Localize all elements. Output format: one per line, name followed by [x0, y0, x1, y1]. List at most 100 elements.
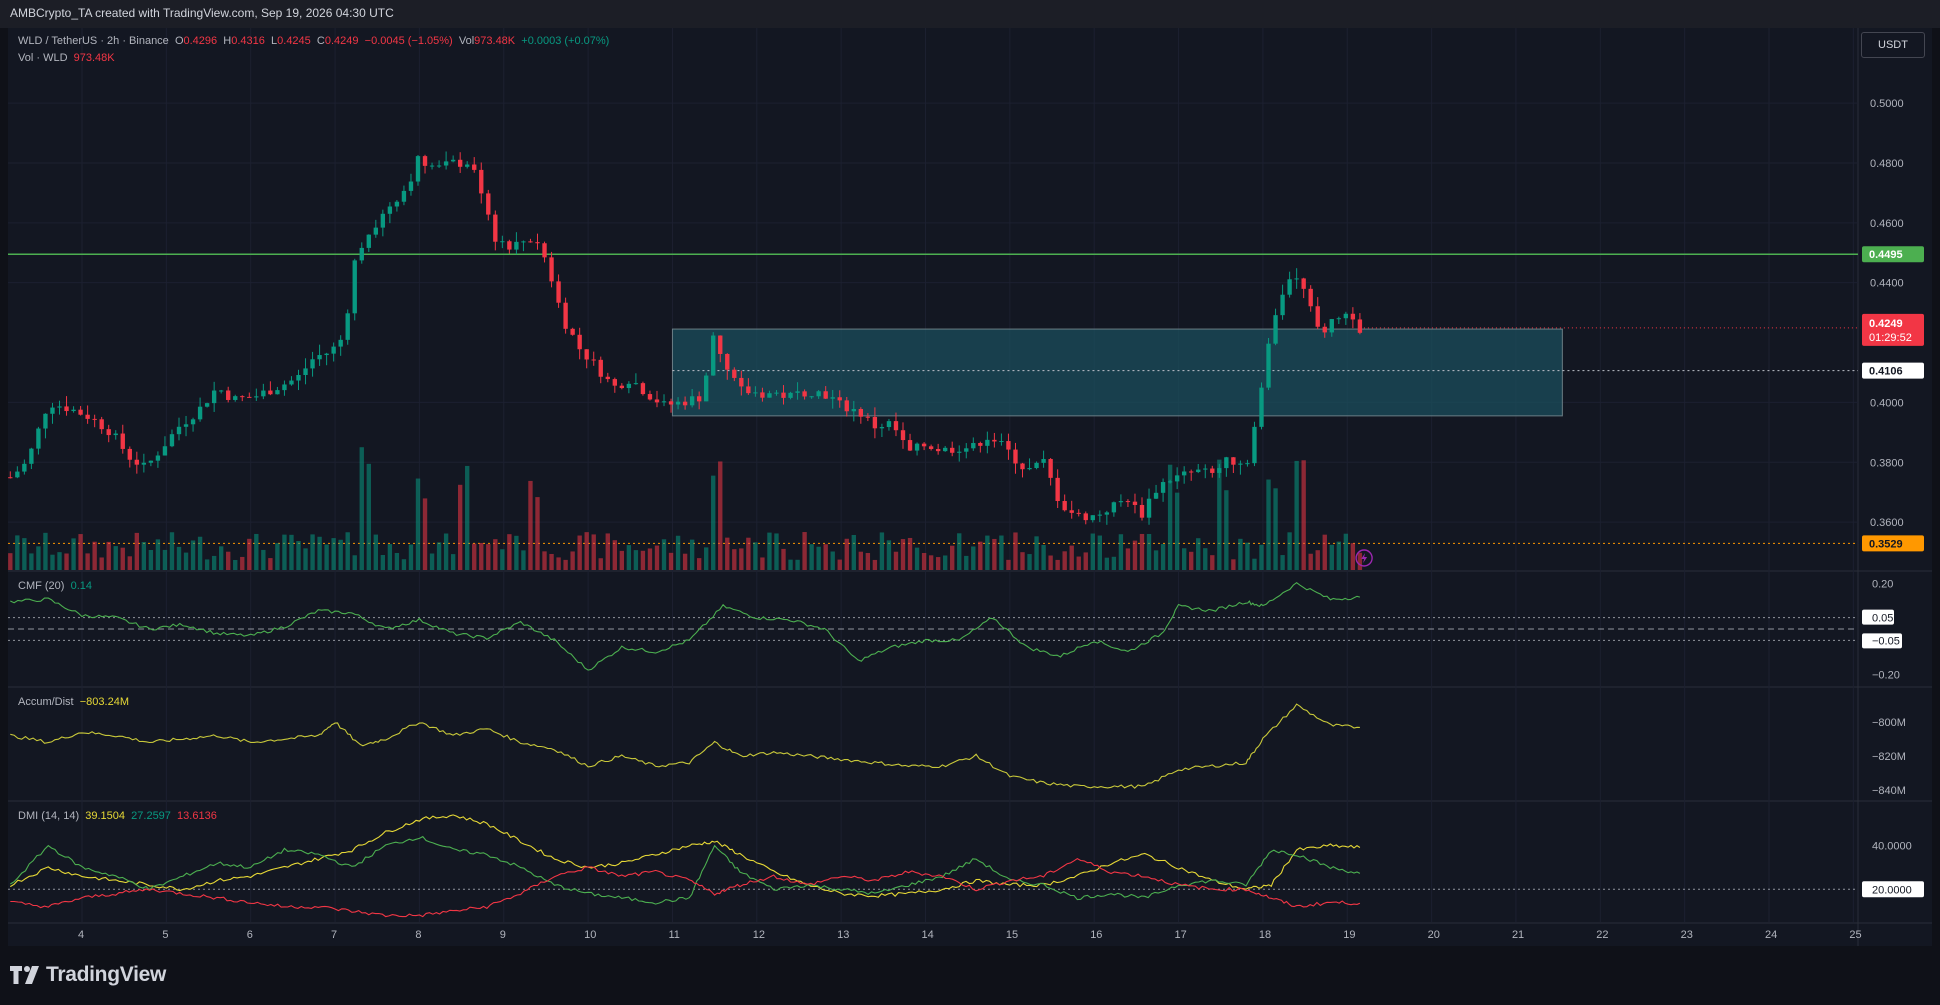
volume-bar	[1329, 544, 1334, 570]
volume-bar	[29, 553, 34, 570]
candle-body	[900, 430, 906, 441]
x-axis-tick-label: 13	[837, 929, 849, 941]
volume-bar	[394, 552, 400, 570]
candle-body	[247, 396, 252, 398]
price-tick-label: 0.3800	[1870, 457, 1904, 469]
volume-bar	[1287, 532, 1292, 570]
candle-body	[373, 227, 378, 235]
resistance-price-label: 0.4495	[1869, 249, 1903, 261]
volume-bar	[317, 536, 322, 570]
candle-body	[696, 396, 702, 402]
volume-bar	[183, 552, 189, 570]
candle-body	[50, 407, 55, 414]
x-axis-tick-label: 25	[1849, 929, 1861, 941]
candle-body	[331, 346, 336, 354]
volume-bar	[1083, 552, 1088, 570]
volume-bar	[809, 544, 814, 570]
volume-bar	[64, 553, 69, 570]
volume-bar	[127, 556, 132, 570]
candle-body	[893, 421, 899, 431]
volume-bar	[380, 555, 386, 570]
candle-body	[43, 413, 48, 429]
volume-bar	[1062, 551, 1067, 570]
volume-bar	[935, 557, 941, 570]
volume-bar	[275, 543, 280, 570]
candle-body	[303, 368, 308, 376]
volume-bar	[57, 552, 62, 570]
volume-bar	[549, 553, 554, 570]
candle-body	[64, 406, 69, 412]
volume-bar	[240, 556, 245, 570]
candle-body	[71, 409, 76, 412]
volume-bar	[268, 558, 273, 570]
candle-body	[1006, 441, 1011, 450]
volume-bar	[169, 532, 175, 570]
vol-series-label: Vol · WLD	[18, 52, 68, 64]
candle-body	[1308, 288, 1313, 307]
volume-bar	[1266, 479, 1271, 570]
cmf-value: 0.14	[70, 580, 92, 592]
volume-bar	[591, 534, 596, 570]
candle-body	[570, 328, 575, 335]
candle-body	[465, 164, 470, 167]
candle-body	[1252, 426, 1257, 464]
candle-body	[844, 400, 849, 412]
volume-bar	[500, 549, 505, 570]
candle-body	[197, 406, 203, 420]
volume-bar	[331, 538, 336, 570]
candle-body	[36, 428, 41, 449]
-di-series-line	[10, 835, 1361, 905]
volume-bar	[507, 534, 512, 570]
price-tick-label: 0.4800	[1870, 158, 1904, 170]
volume-bar	[696, 558, 702, 570]
candle-body	[268, 390, 273, 395]
candle-body	[1259, 387, 1264, 427]
candle-body	[324, 353, 329, 356]
chart-canvas[interactable]: 0.5000 0.4800 0.4600 0.4400 0.4000 0.3800 0.36…	[8, 28, 1932, 946]
volume-bar	[373, 534, 378, 570]
bar-countdown-label: 01:29:52	[1869, 332, 1912, 344]
candle-body	[310, 359, 315, 369]
dotted-level-price-label: 0.4106	[1869, 366, 1903, 378]
volume-bar	[893, 551, 899, 570]
volume-bar	[120, 547, 125, 570]
candle-body	[1357, 319, 1363, 333]
candle-body	[1231, 457, 1236, 465]
high-value: 0.4316	[231, 35, 265, 47]
candle-body	[992, 439, 997, 442]
candle-body	[858, 409, 864, 417]
cmf-tick-label: 0.20	[1872, 578, 1893, 590]
current-price-label: 0.4249	[1869, 318, 1903, 330]
candle-body	[1301, 278, 1306, 289]
volume-bar	[387, 544, 393, 570]
x-axis-tick-label: 21	[1512, 929, 1524, 941]
candle-body	[1020, 463, 1025, 470]
volume-bar	[429, 553, 435, 570]
price-tick-label: 0.3600	[1870, 517, 1904, 529]
tradingview-logo[interactable]: TradingView	[10, 963, 166, 987]
chart-frame[interactable]: 0.5000 0.4800 0.4600 0.4400 0.4000 0.3800 0.36…	[8, 28, 1932, 946]
volume-bar	[1210, 555, 1215, 570]
lightning-icon	[1355, 549, 1373, 567]
candle-body	[85, 414, 90, 419]
candle-body	[556, 281, 561, 303]
candle-body	[957, 451, 962, 453]
candle-body	[422, 156, 428, 166]
volume-bar	[22, 538, 27, 570]
vol-label: Vol	[458, 35, 475, 47]
volume-bar	[92, 541, 97, 570]
tradingview-logo-icon	[10, 966, 39, 984]
candle-body	[1139, 504, 1145, 518]
candle-body	[1210, 468, 1215, 473]
resistance-price-label-box	[1862, 246, 1924, 263]
volume-bar	[879, 532, 885, 570]
accum-dist-tick-label: −820M	[1872, 751, 1906, 763]
candle-body	[718, 335, 723, 354]
volume-bar	[858, 551, 864, 570]
currency-selector-button[interactable]: USDT	[1861, 32, 1925, 58]
volume-bar	[148, 549, 154, 570]
candle-body	[830, 397, 835, 399]
watermark-header: AMBCrypto_TA created with TradingView.co…	[0, 0, 1940, 28]
price-tick-label: 0.5000	[1870, 98, 1904, 110]
candle-body	[1055, 477, 1060, 502]
